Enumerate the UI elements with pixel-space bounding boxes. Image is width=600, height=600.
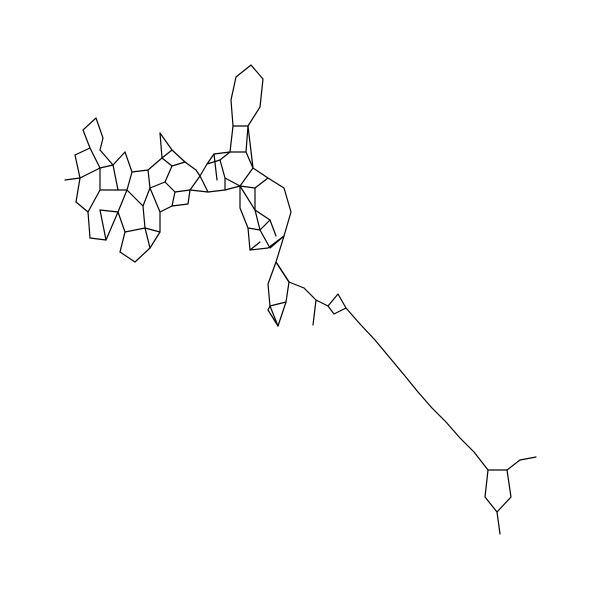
bond bbox=[89, 237, 107, 241]
bond bbox=[99, 149, 114, 166]
bond bbox=[75, 201, 89, 213]
bond bbox=[213, 151, 231, 155]
bond bbox=[64, 177, 81, 181]
top-ring-bond bbox=[229, 125, 234, 153]
bond bbox=[119, 231, 126, 253]
bond bbox=[74, 147, 91, 156]
bond bbox=[99, 164, 114, 169]
bond bbox=[147, 157, 163, 171]
bond bbox=[74, 154, 81, 179]
small-ring bbox=[327, 293, 347, 315]
fused-ring-left bbox=[126, 169, 151, 207]
fused-ring-left-lower-2 bbox=[117, 189, 146, 233]
bond bbox=[312, 299, 317, 326]
long-alkyl-chain bbox=[359, 323, 489, 471]
bond bbox=[149, 181, 166, 189]
bond bbox=[277, 301, 287, 327]
bond bbox=[213, 153, 218, 181]
bond bbox=[112, 151, 126, 166]
bond bbox=[119, 251, 136, 263]
bond bbox=[75, 177, 81, 203]
bond bbox=[149, 231, 161, 249]
bond bbox=[288, 281, 305, 289]
bond bbox=[269, 219, 277, 237]
bond bbox=[79, 167, 101, 179]
fused-ring-center bbox=[199, 159, 226, 193]
bond bbox=[87, 211, 91, 239]
bond bbox=[161, 149, 173, 159]
bond bbox=[206, 153, 215, 165]
bond bbox=[506, 459, 521, 471]
top-ring-bond bbox=[247, 125, 254, 169]
bond bbox=[149, 187, 161, 213]
fused-ring-left-center bbox=[164, 161, 201, 193]
bond bbox=[159, 132, 163, 159]
bond bbox=[112, 164, 119, 191]
bond bbox=[144, 227, 151, 249]
bottom-right-ring bbox=[484, 469, 512, 513]
bond bbox=[147, 169, 151, 189]
top-ring-bond bbox=[245, 125, 249, 153]
bond bbox=[161, 157, 173, 167]
bond bbox=[87, 189, 101, 213]
bond bbox=[519, 456, 537, 461]
bond bbox=[124, 151, 133, 173]
bond bbox=[315, 299, 329, 307]
lower-branch-ring bbox=[267, 261, 290, 307]
bond bbox=[239, 185, 256, 189]
bond bbox=[105, 211, 119, 241]
bond bbox=[224, 185, 241, 191]
fused-ring-left-center-2 bbox=[171, 189, 191, 207]
bond bbox=[254, 177, 269, 189]
bond bbox=[267, 305, 271, 311]
bond bbox=[249, 241, 261, 251]
bond bbox=[247, 227, 261, 231]
bond bbox=[159, 132, 173, 151]
bond bbox=[259, 219, 271, 231]
bond bbox=[99, 209, 107, 241]
fused-ring-left-lower bbox=[142, 205, 161, 233]
bond bbox=[254, 209, 271, 221]
bond bbox=[189, 175, 201, 191]
bond bbox=[99, 209, 119, 213]
bond bbox=[303, 287, 317, 301]
bond bbox=[134, 247, 151, 263]
bond bbox=[496, 511, 501, 535]
top-hexagon-ring bbox=[230, 64, 264, 127]
bond bbox=[159, 205, 173, 213]
bond bbox=[171, 149, 186, 163]
fused-ring-lower-right bbox=[239, 185, 285, 251]
fused-ring-far-left-top bbox=[82, 117, 104, 169]
bond bbox=[275, 261, 290, 283]
bond bbox=[275, 235, 285, 263]
bond bbox=[345, 307, 361, 325]
bond bbox=[269, 305, 279, 327]
bond bbox=[189, 189, 209, 193]
bond bbox=[267, 309, 279, 327]
